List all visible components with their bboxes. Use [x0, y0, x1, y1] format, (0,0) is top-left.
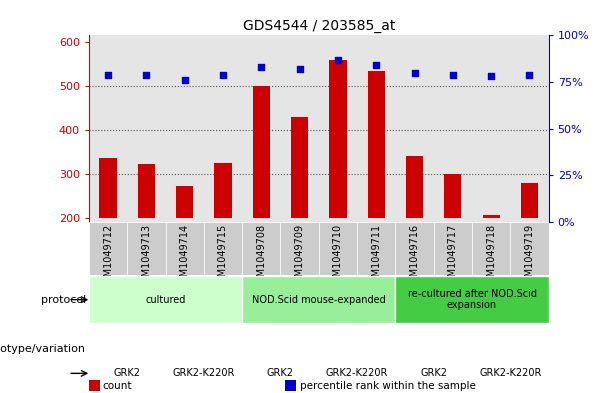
Text: GRK2-K220R: GRK2-K220R — [479, 368, 541, 378]
Bar — [482, 215, 500, 218]
Bar — [176, 186, 193, 218]
Bar — [281, 222, 319, 275]
Bar — [204, 35, 242, 222]
Bar — [434, 222, 472, 275]
Bar — [242, 222, 281, 275]
Bar — [166, 35, 204, 222]
Text: GSM1049709: GSM1049709 — [295, 224, 305, 289]
Point — [142, 72, 151, 78]
Point — [295, 66, 305, 72]
Bar — [329, 59, 346, 218]
Text: GSM1049719: GSM1049719 — [525, 224, 535, 289]
Bar — [472, 35, 510, 222]
Text: GRK2: GRK2 — [113, 368, 141, 378]
Point — [448, 72, 458, 78]
Bar — [510, 35, 549, 222]
Text: count: count — [102, 380, 132, 391]
Bar — [128, 222, 166, 275]
Bar — [204, 222, 242, 275]
Text: protocol: protocol — [40, 295, 86, 305]
Bar — [89, 222, 128, 275]
Bar — [89, 276, 242, 323]
Bar — [242, 276, 395, 323]
Point — [371, 62, 381, 68]
Text: NOD.Scid mouse-expanded: NOD.Scid mouse-expanded — [252, 295, 386, 305]
Bar — [319, 35, 357, 222]
Bar — [357, 35, 395, 222]
Point — [218, 72, 228, 78]
Point — [525, 72, 535, 78]
Bar — [166, 222, 204, 275]
Bar — [215, 163, 232, 218]
Bar — [138, 164, 155, 218]
Text: GRK2-K220R: GRK2-K220R — [173, 368, 235, 378]
Text: percentile rank within the sample: percentile rank within the sample — [300, 380, 476, 391]
Bar — [319, 222, 357, 275]
Point — [409, 70, 419, 76]
Point — [103, 72, 113, 78]
Bar — [472, 222, 510, 275]
Text: GRK2: GRK2 — [267, 368, 294, 378]
Text: GSM1049711: GSM1049711 — [371, 224, 381, 289]
Text: GSM1049708: GSM1049708 — [256, 224, 266, 289]
Text: GSM1049716: GSM1049716 — [409, 224, 419, 289]
Text: GRK2: GRK2 — [420, 368, 447, 378]
Bar — [444, 174, 462, 218]
Bar — [521, 182, 538, 218]
Text: GSM1049712: GSM1049712 — [103, 224, 113, 289]
Bar — [395, 276, 549, 323]
Bar — [89, 35, 128, 222]
Text: cultured: cultured — [145, 295, 186, 305]
Bar — [242, 35, 281, 222]
Point — [180, 77, 189, 83]
Bar — [281, 35, 319, 222]
Text: GSM1049710: GSM1049710 — [333, 224, 343, 289]
Point — [486, 73, 496, 79]
Bar — [99, 158, 116, 218]
Point — [333, 57, 343, 63]
Bar — [434, 35, 472, 222]
Text: GSM1049715: GSM1049715 — [218, 224, 228, 289]
Bar — [368, 70, 385, 218]
Text: GSM1049713: GSM1049713 — [142, 224, 151, 289]
Text: GSM1049718: GSM1049718 — [486, 224, 496, 289]
Point — [256, 64, 266, 70]
Bar — [510, 222, 549, 275]
Bar — [357, 222, 395, 275]
Text: GSM1049714: GSM1049714 — [180, 224, 189, 289]
Text: genotype/variation: genotype/variation — [0, 344, 86, 354]
Title: GDS4544 / 203585_at: GDS4544 / 203585_at — [243, 19, 395, 33]
Bar — [406, 156, 423, 218]
Text: GRK2-K220R: GRK2-K220R — [326, 368, 388, 378]
Bar — [395, 35, 434, 222]
Text: re-cultured after NOD.Scid
expansion: re-cultured after NOD.Scid expansion — [408, 289, 536, 310]
Bar — [395, 222, 434, 275]
Text: GSM1049717: GSM1049717 — [448, 224, 458, 289]
Bar — [253, 86, 270, 218]
Bar — [291, 117, 308, 218]
Bar — [128, 35, 166, 222]
